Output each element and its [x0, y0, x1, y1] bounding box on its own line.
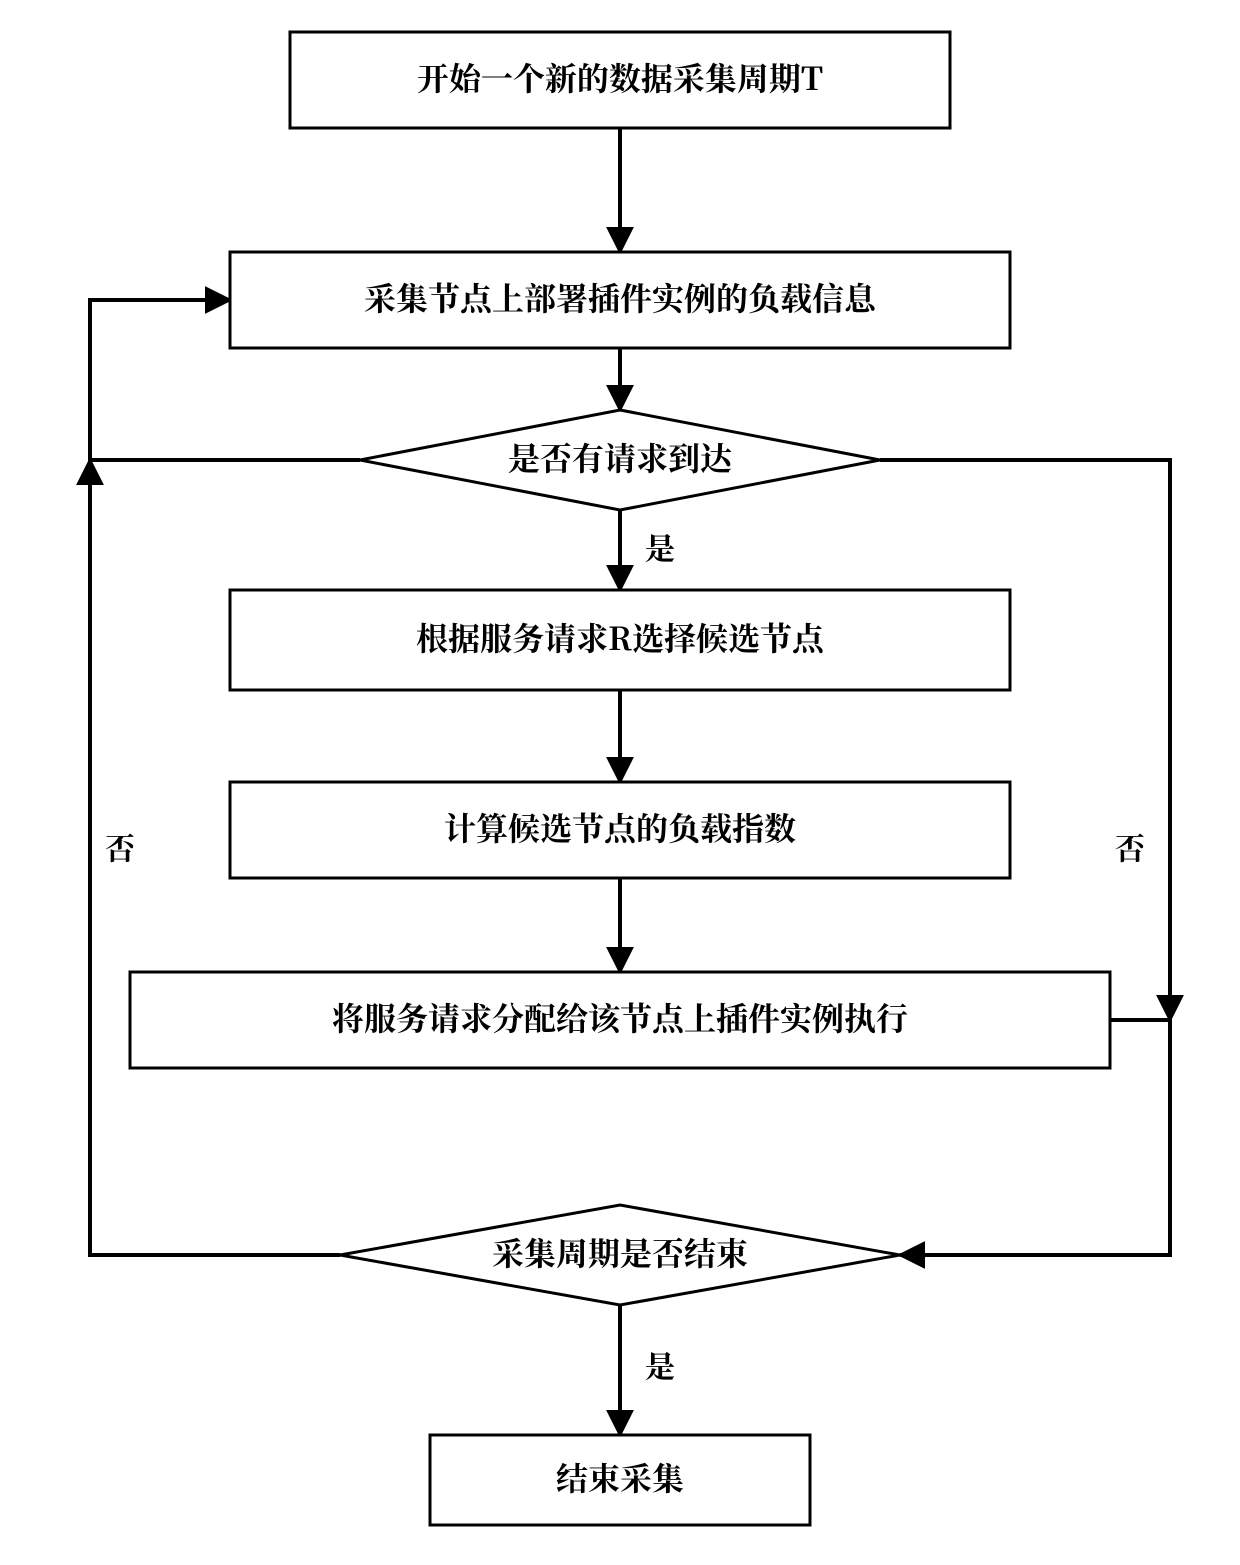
node-n5: 计算候选节点的负载指数 [230, 782, 1010, 878]
edge-label-e9: 否 [105, 825, 135, 869]
node-label: 结束采集 [556, 1454, 684, 1500]
node-label: 开始一个新的数据采集周期T [417, 54, 823, 100]
node-label: 采集节点上部署插件实例的负载信息 [364, 274, 878, 320]
node-n8: 结束采集 [430, 1435, 810, 1525]
edge-label-e6: 否 [1115, 825, 1145, 869]
node-label: 采集周期是否结束 [492, 1229, 748, 1275]
node-label: 根据服务请求R选择候选节点 [416, 614, 826, 660]
node-n2: 采集节点上部署插件实例的负载信息 [230, 252, 1010, 348]
node-label: 是否有请求到达 [508, 434, 734, 480]
flowchart-canvas: 开始一个新的数据采集周期T 采集节点上部署插件实例的负载信息是否有请求到达根据服务… [0, 0, 1240, 1565]
edge-e7 [880, 460, 1170, 1020]
node-n1: 开始一个新的数据采集周期T [290, 32, 950, 128]
node-label: 将服务请求分配给该节点上插件实例执行 [332, 994, 908, 1040]
node-n3: 是否有请求到达 [360, 410, 880, 510]
node-n7: 采集周期是否结束 [340, 1205, 900, 1305]
edge-label-e10: 是 [645, 1343, 675, 1387]
edge-label-e3: 是 [645, 525, 675, 569]
node-label: 计算候选节点的负载指数 [444, 804, 796, 850]
node-n6: 将服务请求分配给该节点上插件实例执行 [130, 972, 1110, 1068]
node-n4: 根据服务请求R选择候选节点 [230, 590, 1010, 690]
